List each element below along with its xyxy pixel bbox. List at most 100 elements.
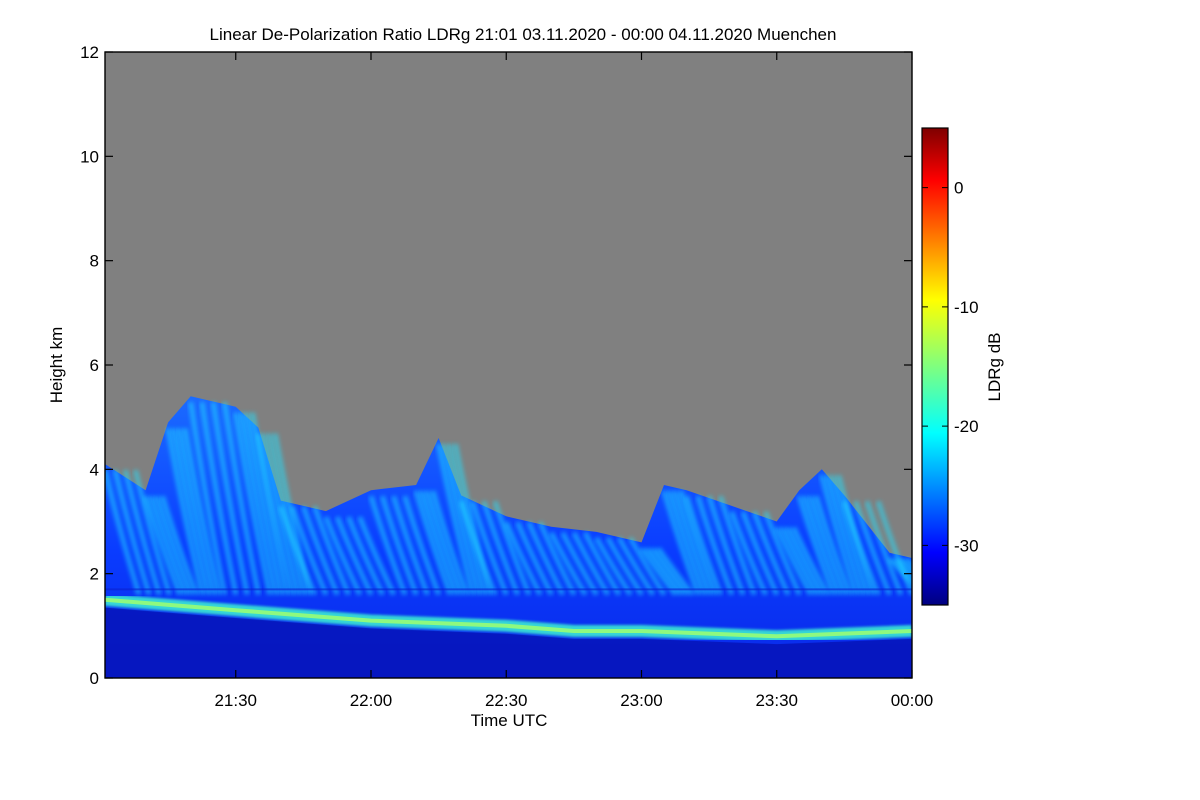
fall-streak (368, 495, 408, 596)
fall-streak (802, 495, 842, 596)
fall-streak (808, 495, 847, 596)
fall-streak (379, 495, 419, 596)
fall-streak (357, 516, 396, 596)
fall-streak (661, 490, 701, 596)
fall-streak (537, 521, 577, 596)
fall-streak (560, 531, 599, 596)
fall-streak (233, 412, 273, 596)
fall-streak (791, 526, 830, 596)
colorbar-tick-label: -20 (954, 417, 979, 436)
x-tick-label: 00:00 (891, 691, 934, 710)
fall-streak (261, 433, 301, 596)
fall-streak (188, 401, 228, 595)
colorbar-gradient (922, 128, 948, 605)
fall-streak (549, 531, 588, 596)
fall-streak (864, 500, 904, 596)
fall-streak (182, 427, 222, 596)
fall-streak (740, 511, 780, 596)
chart-title: Linear De-Polarization Ratio LDRg 21:01 … (210, 25, 837, 44)
fall-streak (819, 474, 859, 596)
fall-streak (323, 516, 363, 596)
fall-streak (774, 526, 813, 596)
y-tick-label: 4 (90, 460, 99, 479)
fall-streak (481, 500, 521, 596)
y-axis-label: Height km (47, 327, 66, 404)
fall-streak (751, 511, 791, 596)
fall-streak (667, 490, 707, 596)
x-tick-label: 21:30 (214, 691, 257, 710)
fall-streak (424, 490, 464, 596)
fall-streak (780, 526, 819, 596)
fall-streak (160, 495, 199, 596)
fall-streak (729, 511, 768, 596)
x-tick-label: 23:30 (755, 691, 798, 710)
fall-streak (453, 443, 492, 596)
fall-streak (148, 495, 188, 596)
fall-streak (492, 500, 532, 596)
fall-streak (419, 490, 459, 596)
fall-streak (176, 427, 216, 596)
fall-streak (165, 427, 205, 596)
fall-streak (112, 469, 152, 596)
x-axis: 21:30 22:00 22:30 23:00 23:30 00:00 (214, 52, 933, 710)
fall-streak (813, 495, 853, 596)
fall-streak (402, 495, 442, 596)
fall-streak (346, 516, 385, 596)
y-tick-label: 2 (90, 565, 99, 584)
x-tick-label: 22:00 (350, 691, 393, 710)
x-tick-label: 22:30 (485, 691, 528, 710)
colorbar-tick-label: -30 (954, 536, 979, 555)
fall-streak (678, 490, 718, 596)
fall-streak (796, 495, 836, 596)
fall-streak (503, 521, 543, 596)
fall-streak (391, 495, 430, 596)
fall-streak (171, 427, 211, 596)
fall-streak (199, 401, 239, 595)
fall-streak (672, 490, 712, 596)
x-axis-label: Time UTC (471, 711, 548, 730)
y-axis: 0 2 4 6 8 10 12 (80, 43, 912, 688)
fall-streak (244, 412, 284, 596)
fall-streak (430, 490, 470, 596)
fall-streak (289, 505, 329, 596)
colorbar-frame (921, 127, 949, 606)
colorbar: 0 -10 -20 -30 LDRg dB (921, 127, 1004, 606)
fall-streak (458, 500, 498, 596)
fall-streak (853, 500, 892, 596)
fall-streak (684, 495, 723, 596)
fall-streak (582, 531, 622, 596)
plot-area (105, 52, 912, 678)
fall-streak (436, 443, 476, 596)
colorbar-tick-label: -10 (954, 298, 979, 317)
fall-streak (898, 557, 912, 575)
fall-streak (238, 412, 278, 596)
fall-streak (250, 412, 290, 596)
fall-streak (842, 500, 881, 596)
y-tick-label: 12 (80, 43, 99, 62)
fall-streak (278, 505, 318, 596)
colorbar-label: LDRg dB (985, 333, 1004, 402)
fall-streak (706, 495, 746, 596)
fall-streak (470, 500, 509, 596)
fall-streak (301, 505, 340, 596)
fall-streak (222, 401, 261, 595)
fall-streak (763, 511, 802, 596)
fall-streak (718, 495, 757, 596)
fall-streak (830, 474, 870, 596)
melting-layer-core (105, 597, 912, 639)
fall-streak (105, 469, 142, 596)
fall-streak (904, 557, 912, 569)
fall-streak (887, 557, 912, 587)
y-tick-label: 0 (90, 669, 99, 688)
fall-streak (143, 495, 182, 596)
colorbar-tick-label: 0 (954, 179, 963, 198)
x-tick-label: 23:00 (620, 691, 663, 710)
fall-streak (413, 490, 453, 596)
fall-streak (255, 433, 295, 596)
fall-streak (875, 500, 912, 596)
fall-streak (154, 495, 194, 596)
fall-streak (132, 469, 172, 596)
fall-streak (312, 505, 351, 596)
fall-streak (893, 557, 912, 581)
